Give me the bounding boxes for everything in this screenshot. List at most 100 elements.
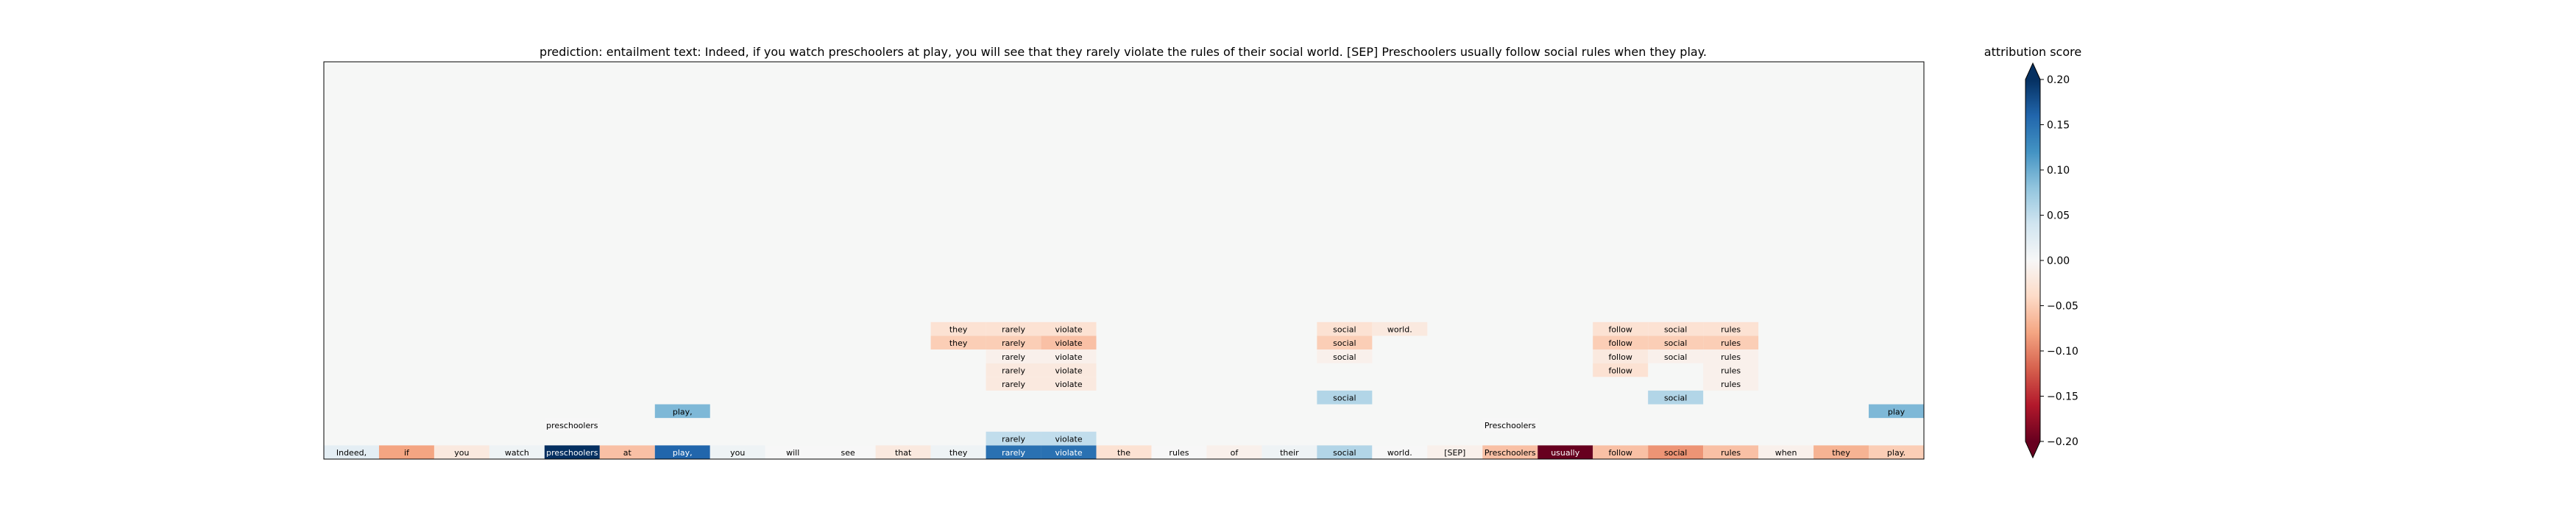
explanation-label: violate xyxy=(1055,325,1082,335)
token-cell xyxy=(544,445,600,459)
token-label: that xyxy=(895,448,912,458)
explanation-label: rarely xyxy=(1002,435,1025,444)
token-cell xyxy=(1096,445,1152,459)
explanation-cell xyxy=(986,335,1041,350)
explanation-cell xyxy=(654,404,710,419)
colorbar-tick-label: −0.10 xyxy=(2047,346,2078,358)
explanation-label: rarely xyxy=(1002,352,1025,362)
token-cell xyxy=(1482,445,1538,459)
colorbar-extend-min xyxy=(2025,441,2040,458)
explanation-cell xyxy=(1372,322,1428,336)
token-label: they xyxy=(1832,448,1850,458)
explanation-cell xyxy=(1593,363,1649,377)
token-label: violate xyxy=(1055,448,1082,458)
explanation-label: social xyxy=(1333,352,1356,362)
token-label: play, xyxy=(673,448,693,458)
token-cell xyxy=(1758,445,1814,459)
explanation-cell xyxy=(1648,322,1704,336)
explanation-cell xyxy=(986,322,1041,336)
colorbar: 0.20 0.15 0.10 0.05 0.00 −0.05 −0.10 −0.15 −0.20 xyxy=(2025,62,2078,459)
token-label: of xyxy=(1231,448,1239,458)
explanation-cell xyxy=(1041,349,1097,363)
token-cell xyxy=(1703,445,1759,459)
token-label: at xyxy=(623,448,632,458)
token-label: their xyxy=(1280,448,1299,458)
explanation-cell xyxy=(1648,335,1704,350)
colorbar-tick-label: 0.05 xyxy=(2047,210,2070,222)
explanation-cell xyxy=(1317,349,1373,363)
explanation-cell xyxy=(544,418,600,432)
explanation-cell xyxy=(930,322,986,336)
token-label: will xyxy=(786,448,799,458)
explanation-cell xyxy=(1703,335,1759,350)
explanation-cell xyxy=(1703,377,1759,391)
token-cell xyxy=(1151,445,1207,459)
token-label: watch xyxy=(505,448,529,458)
explanation-cell xyxy=(1593,335,1649,350)
token-cell xyxy=(930,445,986,459)
explanation-label: social xyxy=(1664,325,1687,335)
token-cell xyxy=(1372,445,1428,459)
explanation-label: violate xyxy=(1055,435,1082,444)
token-cell xyxy=(986,445,1041,459)
token-label: you xyxy=(730,448,745,458)
colorbar-tick-label: −0.15 xyxy=(2047,391,2078,403)
explanation-label: preschoolers xyxy=(546,421,598,430)
attribution-heatmap: Indeed, if you watch preschoolers at play, you w… xyxy=(324,62,1924,459)
explanation-label: violate xyxy=(1055,338,1082,348)
token-label: you xyxy=(454,448,469,458)
token-label: they xyxy=(949,448,968,458)
explanation-cell xyxy=(1317,335,1373,350)
explanation-label: follow xyxy=(1608,352,1632,362)
token-cell xyxy=(1206,445,1262,459)
token-label: usually xyxy=(1551,448,1580,458)
explanation-cell xyxy=(1317,390,1373,405)
token-label: Indeed, xyxy=(336,448,367,458)
token-label: social xyxy=(1333,448,1356,458)
explanation-label: violate xyxy=(1055,366,1082,375)
explanation-label: social xyxy=(1664,338,1687,348)
token-cell xyxy=(1593,445,1649,459)
explanation-cell xyxy=(1703,363,1759,377)
token-label: when xyxy=(1775,448,1797,458)
token-cell xyxy=(1041,445,1097,459)
explanation-cell xyxy=(986,363,1041,377)
colorbar-tick-label: 0.20 xyxy=(2047,74,2070,86)
token-label: rules xyxy=(1169,448,1189,458)
token-label: see xyxy=(841,448,855,458)
token-cell xyxy=(710,445,765,459)
token-label: social xyxy=(1664,448,1687,458)
token-label: follow xyxy=(1608,448,1632,458)
explanation-label: social xyxy=(1333,325,1356,335)
token-label: rarely xyxy=(1002,448,1025,458)
explanation-label: social xyxy=(1664,352,1687,362)
explanation-label: rules xyxy=(1721,380,1741,389)
explanation-label: rules xyxy=(1721,325,1741,335)
explanation-cell xyxy=(1041,335,1097,350)
explanation-cell xyxy=(1041,322,1097,336)
explanation-cell xyxy=(1593,322,1649,336)
explanation-cell xyxy=(930,335,986,350)
token-cell xyxy=(1869,445,1924,459)
explanation-label: social xyxy=(1333,394,1356,403)
explanation-cell xyxy=(1041,431,1097,446)
colorbar-label: attribution score xyxy=(1984,45,2081,59)
explanation-label: they xyxy=(949,338,968,348)
explanation-label: rules xyxy=(1721,352,1741,362)
token-cell xyxy=(1814,445,1869,459)
token-cell xyxy=(489,445,545,459)
token-cell xyxy=(324,445,379,459)
explanation-cell xyxy=(1482,418,1538,432)
colorbar-tick-label: 0.00 xyxy=(2047,255,2070,267)
explanation-label: Preschoolers xyxy=(1485,421,1536,430)
colorbar-tick-label: 0.10 xyxy=(2047,165,2070,177)
explanation-cell xyxy=(986,431,1041,446)
colorbar-extend-max xyxy=(2025,63,2040,79)
explanation-cell xyxy=(1869,404,1924,419)
token-label: preschoolers xyxy=(546,448,598,458)
chart-title: prediction: entailment text: Indeed, if … xyxy=(539,45,1707,59)
explanation-label: rarely xyxy=(1002,366,1025,375)
explanation-label: follow xyxy=(1608,325,1632,335)
explanation-label: violate xyxy=(1055,380,1082,389)
token-cell xyxy=(765,445,821,459)
